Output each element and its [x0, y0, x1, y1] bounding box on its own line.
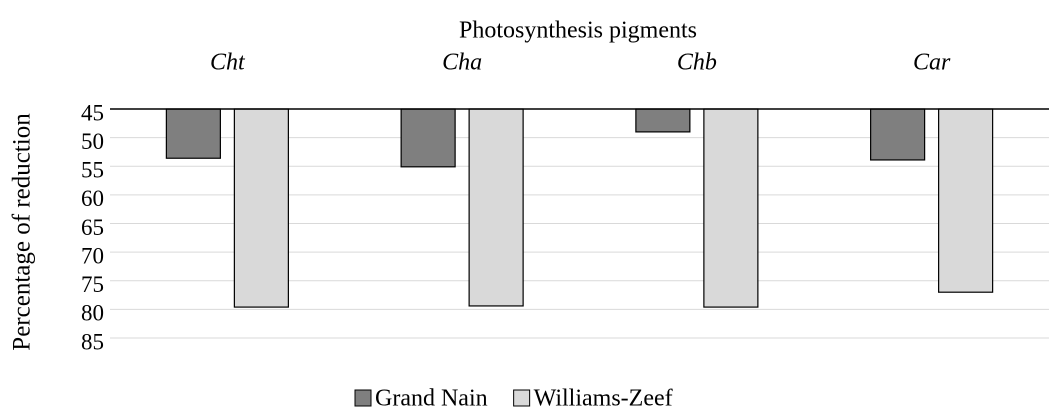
bar [635, 108, 691, 133]
category-label: Cht [210, 50, 246, 76]
y-tick-label: 70 [81, 243, 104, 268]
y-axis-title: Percentage of reduction [9, 113, 36, 351]
bar [165, 108, 221, 159]
y-tick-label: 85 [81, 329, 104, 354]
bar [400, 108, 456, 168]
bar [938, 108, 994, 293]
category-label: Car [913, 50, 951, 76]
bar [468, 108, 524, 307]
bar [703, 108, 759, 308]
bar [870, 108, 926, 161]
y-tick-label: 55 [81, 158, 104, 183]
category-label: Chb [677, 50, 717, 76]
legend-swatch [354, 389, 372, 407]
legend-label: Grand Nain [375, 386, 488, 412]
bar [233, 108, 289, 308]
chart-title: Photosynthesis pigments [459, 18, 697, 44]
legend-swatch [513, 389, 531, 407]
y-tick-label: 75 [81, 272, 104, 297]
y-tick-label: 45 [81, 100, 104, 125]
y-tick-label: 60 [81, 186, 104, 211]
legend-label: Williams-Zeef [534, 386, 673, 412]
y-tick-label: 80 [81, 301, 104, 326]
y-tick-label: 50 [81, 129, 104, 154]
y-tick-label: 65 [81, 215, 104, 240]
category-label: Cha [442, 50, 482, 76]
